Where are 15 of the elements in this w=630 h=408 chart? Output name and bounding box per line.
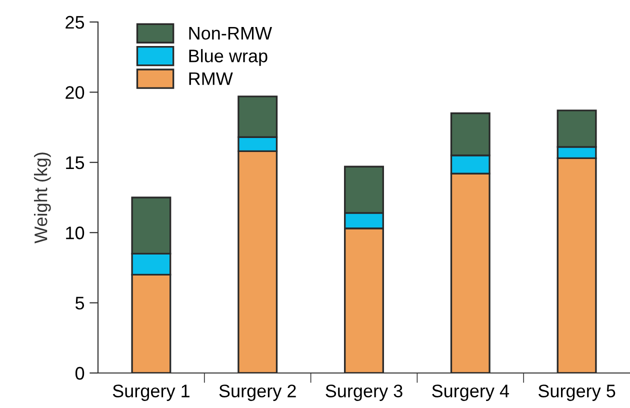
legend-label: Blue wrap <box>189 49 268 66</box>
y-tick-label: 25 <box>66 16 84 29</box>
y-tick-label: 15 <box>66 156 84 170</box>
x-tick-label: Surgery 5 <box>538 384 616 401</box>
y-tick-label: 20 <box>66 86 84 99</box>
x-tick-label: Surgery 4 <box>432 384 510 401</box>
y-axis-title: Weight (kg) <box>34 152 51 244</box>
x-tick-label: Surgery 1 <box>112 384 190 401</box>
legend-label: RMW <box>189 72 233 85</box>
y-tick-label: 5 <box>75 296 84 310</box>
y-tick-label: 0 <box>75 366 84 380</box>
y-tick-label: 10 <box>66 226 84 240</box>
x-tick-label: Surgery 2 <box>219 384 296 401</box>
x-tick-label: Surgery 3 <box>326 384 402 401</box>
legend-label: Non-RMW <box>189 27 272 40</box>
